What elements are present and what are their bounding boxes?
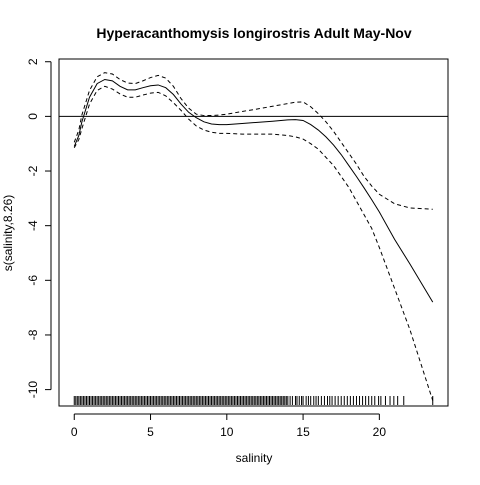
x-tick-label: 5 [147,425,154,439]
confidence-band-line [73,72,433,210]
plot-frame [58,58,449,407]
smooth-fit-line [73,78,434,303]
x-tick-label: 20 [373,425,387,439]
y-tick-label: 0 [26,113,40,120]
y-tick-label: -6 [26,275,40,286]
y-tick-label: 2 [26,58,40,65]
y-axis-label: s(salinity,8.26) [1,195,15,271]
x-tick-label: 10 [220,425,234,439]
y-tick-label: -4 [26,220,40,231]
chart-title: Hyperacanthomysis longirostris Adult May… [96,25,412,41]
x-axis-label: salinity [236,451,273,465]
x-tick-label: 15 [296,425,310,439]
y-tick-label: -2 [26,165,40,176]
y-tick-label: -8 [26,329,40,340]
y-tick-label: -10 [26,381,40,399]
x-tick-label: 0 [71,425,78,439]
confidence-band-line [73,85,434,401]
